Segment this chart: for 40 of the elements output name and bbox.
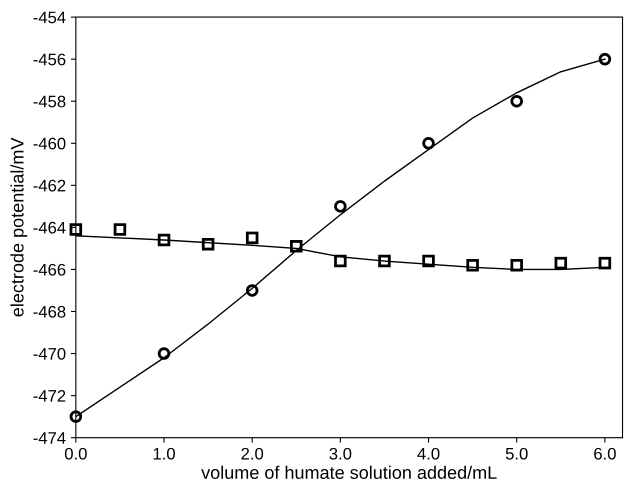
- x-tick-label: 6.0: [594, 448, 616, 460]
- y-tick-label: -468: [34, 306, 66, 318]
- x-axis-title: volume of humate solution added/mL: [201, 466, 497, 479]
- y-tick-label: -460: [34, 138, 66, 150]
- point: [466, 258, 479, 272]
- x-tick-label: 0.0: [64, 448, 87, 460]
- point: [246, 232, 258, 244]
- point: [290, 240, 303, 253]
- point: [510, 94, 523, 108]
- point: [70, 223, 82, 236]
- point: [114, 223, 126, 236]
- y-tick-label: -458: [34, 96, 66, 108]
- y-tick-label: -462: [34, 180, 66, 192]
- point: [334, 200, 347, 213]
- point: [422, 254, 435, 268]
- point: [378, 254, 391, 268]
- point: [598, 52, 612, 66]
- point: [334, 254, 347, 268]
- point: [422, 137, 435, 150]
- x-tick-label: 3.0: [329, 448, 352, 460]
- point: [598, 256, 612, 270]
- point: [554, 256, 568, 270]
- y-axis-title: electrode potential/mV: [10, 138, 28, 316]
- x-tick-label: 2.0: [241, 448, 264, 460]
- y-tick-label: -456: [34, 54, 66, 66]
- y-tick-label: -472: [34, 390, 66, 402]
- x-tick-label: 1.0: [154, 448, 175, 460]
- point: [510, 258, 523, 272]
- point: [202, 238, 214, 250]
- point: [158, 234, 170, 246]
- x-tick-label: 5.0: [506, 448, 528, 460]
- y-tick-label: -474: [34, 432, 66, 444]
- point: [246, 284, 258, 297]
- point: [158, 347, 170, 360]
- y-tick-label: -454: [34, 12, 66, 24]
- point: [70, 410, 82, 423]
- y-tick-label: -466: [34, 264, 66, 276]
- x-tick-label: 4.0: [417, 448, 440, 460]
- y-tick-label: -464: [34, 222, 66, 234]
- y-tick-label: -470: [34, 348, 66, 360]
